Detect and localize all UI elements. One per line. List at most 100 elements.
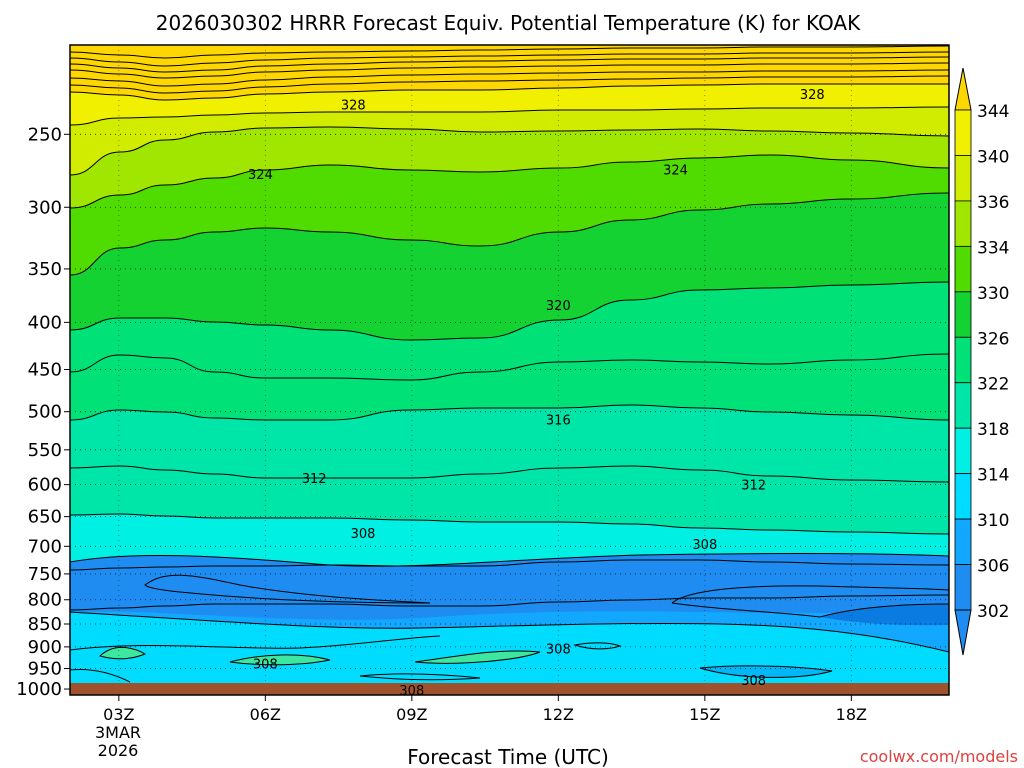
y-tick-label: 350 — [28, 259, 62, 280]
band-6 — [70, 354, 949, 420]
colorbar-swatch-9 — [954, 518, 972, 565]
colorbar-label: 318 — [977, 420, 1009, 440]
contour-label-1: 328 — [800, 88, 825, 103]
contour-label-0: 328 — [341, 98, 366, 113]
y-tick-label: 850 — [28, 614, 62, 635]
chart-title: 2026030302 HRRR Forecast Equiv. Potentia… — [156, 11, 861, 35]
contour-label-text: 308 — [546, 643, 571, 658]
x-tick-label: 09Z — [396, 705, 427, 724]
contour-line-0 — [69, 45, 950, 59]
contour-line-4 — [69, 69, 950, 87]
contour-label-text: 312 — [741, 479, 766, 494]
contour-label-text: 308 — [741, 674, 766, 689]
contour-line-10 — [69, 192, 950, 276]
contour-line-13 — [69, 404, 950, 421]
contour-label-text: 316 — [546, 414, 571, 429]
contour-low-13 — [69, 669, 131, 683]
band-2 — [70, 127, 949, 208]
y-tick-label: 600 — [28, 475, 62, 496]
band-1 — [70, 107, 949, 175]
y-axis: 2503003504004505005506006507007508008509… — [16, 124, 70, 700]
colorbar: 344 340 336 334 330 326 322 318 314 310 306 302 — [954, 67, 1009, 656]
colorbar-label: 322 — [977, 375, 1009, 395]
y-tick-label: 900 — [28, 637, 62, 658]
colorbar-swatch-6 — [954, 382, 972, 429]
colorbar-label: 334 — [977, 238, 1009, 258]
y-tick-label: 950 — [28, 659, 62, 680]
colorbar-swatch-4 — [954, 291, 972, 338]
contour-label-text: 308 — [692, 538, 717, 553]
contour-line-8 — [69, 126, 950, 176]
y-tick-label: 800 — [28, 590, 62, 611]
contour-label-text: 324 — [248, 168, 273, 183]
contour-line-2 — [69, 56, 950, 73]
y-tick-label: 650 — [28, 507, 62, 528]
contour-line-11 — [69, 281, 950, 341]
contour-line-7 — [69, 106, 950, 126]
colorbar-label: 310 — [977, 511, 1009, 531]
colorbar-swatch-8 — [954, 473, 972, 520]
colorbar-label: 336 — [977, 193, 1009, 213]
contour-label-text: 308 — [253, 657, 278, 672]
contour-line-6 — [69, 83, 949, 101]
band-4 — [70, 193, 949, 340]
colorbar-label: 306 — [977, 557, 1009, 577]
contour-low-0 — [69, 553, 950, 567]
band-8 — [70, 466, 949, 534]
contour-line-3 — [69, 62, 950, 79]
contour-label-text: 328 — [800, 88, 825, 103]
colorbar-label: 302 — [977, 602, 1009, 622]
y-tick-label: 750 — [28, 564, 62, 585]
colorbar-swatch-3 — [954, 245, 972, 293]
contour-line-12 — [69, 353, 950, 381]
colorbar-swatch-5 — [954, 336, 972, 384]
band-lower-cyan — [70, 612, 949, 683]
colorbar-swatch-10 — [954, 564, 972, 611]
colorbar-label: 344 — [977, 102, 1009, 122]
band-5 — [70, 282, 949, 380]
contour-line-5 — [69, 75, 950, 94]
x-tick-label: 18Z — [836, 705, 867, 724]
y-tick-label: 400 — [28, 312, 62, 333]
contour-low-2 — [69, 611, 950, 653]
x-tick-label: 06Z — [250, 705, 281, 724]
colorbar-label: 340 — [977, 147, 1009, 167]
y-tick-label: 250 — [28, 124, 62, 145]
x-axis-label: Forecast Time (UTC) — [407, 745, 609, 768]
contour-low-1 — [144, 574, 431, 604]
date-line-1: 3MAR — [95, 723, 141, 742]
colorbar-label: 314 — [977, 466, 1009, 486]
pocket-3 — [100, 647, 145, 659]
colorbar-arrow-bottom — [954, 609, 972, 656]
y-tick-label: 450 — [28, 360, 62, 381]
contour-low-7 — [98, 647, 147, 660]
band-306 — [70, 553, 949, 620]
contour-label-text: 320 — [546, 299, 571, 314]
watermark: coolwx.com/models — [860, 747, 1018, 766]
colorbar-swatch-1 — [954, 155, 972, 202]
y-tick-label: 300 — [28, 197, 62, 218]
pocket-2 — [415, 650, 540, 664]
contour-label-8: 308 — [351, 527, 376, 542]
colorbar-label: 326 — [977, 329, 1009, 349]
y-tick-label: 1000 — [16, 679, 62, 700]
date-line-2: 2026 — [98, 741, 139, 760]
contour-label-11: 308 — [253, 657, 278, 672]
x-tick-label: 03Z — [103, 705, 134, 724]
contour-line-14 — [69, 465, 950, 483]
y-tick-label: 500 — [28, 402, 62, 423]
y-tick-label: 550 — [28, 440, 62, 461]
contour-low-9 — [414, 650, 541, 664]
y-tick-label: 700 — [28, 536, 62, 557]
contour-label-text: 312 — [302, 472, 327, 487]
contour-low-10 — [699, 665, 833, 678]
contour-low-3 — [671, 585, 950, 604]
contour-label-3: 324 — [663, 164, 688, 179]
x-tick-label: 15Z — [689, 705, 720, 724]
contour-line-16 — [69, 559, 950, 571]
contour-low-11 — [573, 642, 622, 650]
band-3 — [70, 155, 949, 275]
colorbar-swatch-0 — [954, 109, 972, 156]
